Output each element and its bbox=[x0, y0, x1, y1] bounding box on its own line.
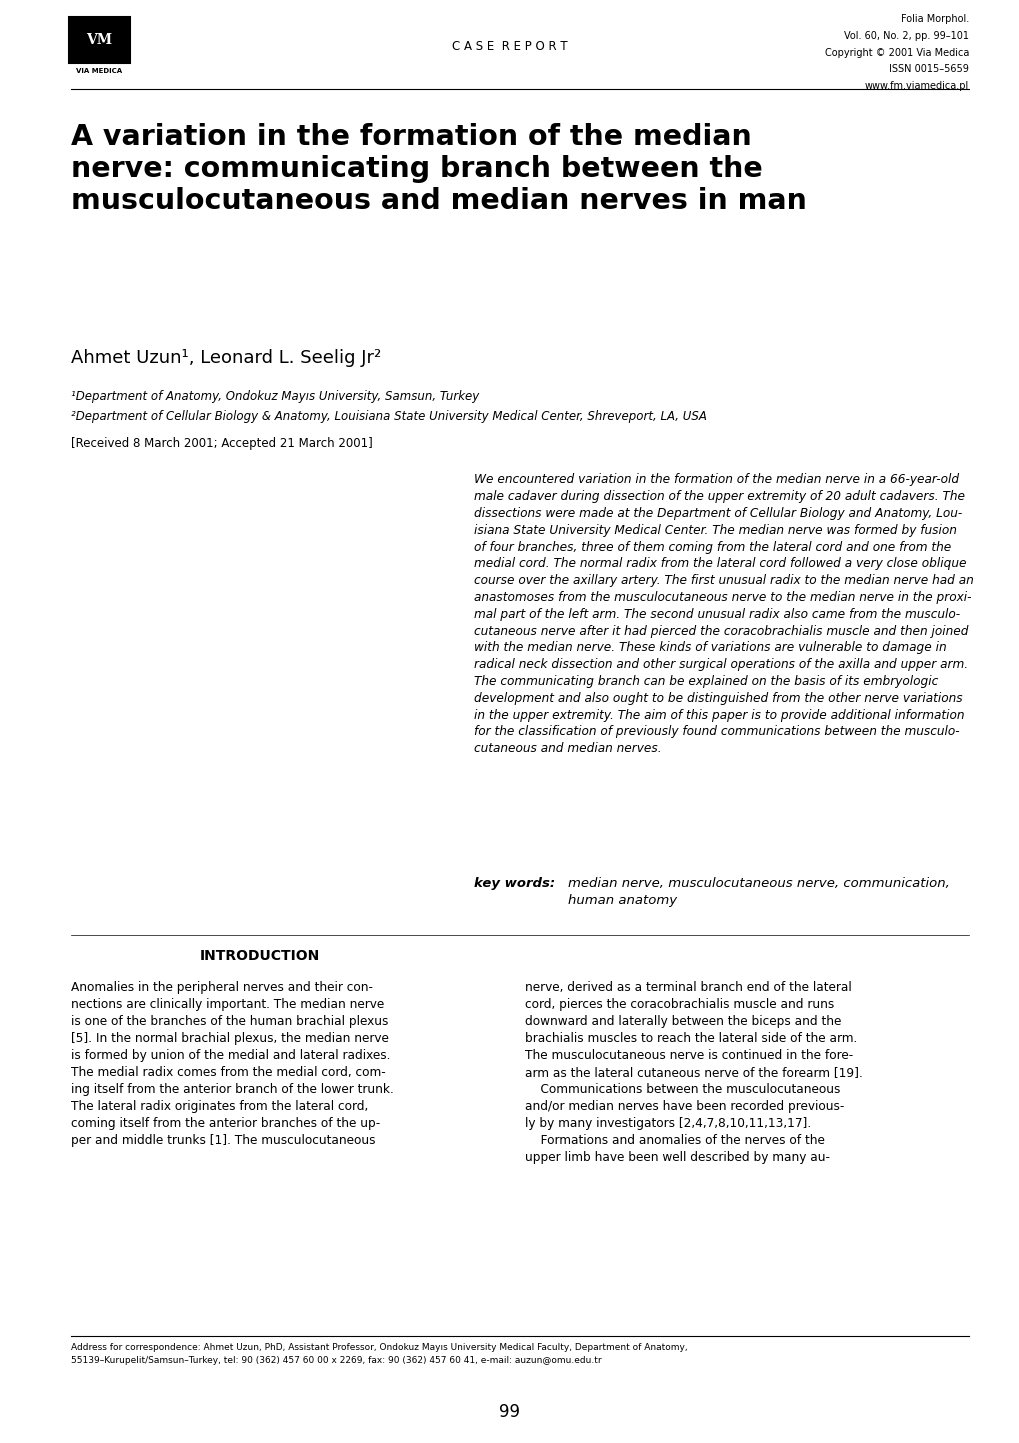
Text: VIA MEDICA: VIA MEDICA bbox=[76, 68, 122, 74]
Text: [Received 8 March 2001; Accepted 21 March 2001]: [Received 8 March 2001; Accepted 21 Marc… bbox=[71, 437, 373, 450]
Text: ²Department of Cellular Biology & Anatomy, Louisiana State University Medical Ce: ²Department of Cellular Biology & Anatom… bbox=[71, 410, 706, 423]
Text: We encountered variation in the formation of the median nerve in a 66-year-old
m: We encountered variation in the formatio… bbox=[474, 473, 973, 755]
Text: VM: VM bbox=[87, 33, 112, 48]
Text: Address for correspondence: Ahmet Uzun, PhD, Assistant Professor, Ondokuz Mayıs : Address for correspondence: Ahmet Uzun, … bbox=[71, 1343, 688, 1365]
Text: ¹Department of Anatomy, Ondokuz Mayıs University, Samsun, Turkey: ¹Department of Anatomy, Ondokuz Mayıs Un… bbox=[71, 390, 479, 403]
Text: A variation in the formation of the median
nerve: communicating branch between t: A variation in the formation of the medi… bbox=[71, 123, 806, 215]
Text: Ahmet Uzun¹, Leonard L. Seelig Jr²: Ahmet Uzun¹, Leonard L. Seelig Jr² bbox=[71, 349, 381, 367]
Text: Copyright © 2001 Via Medica: Copyright © 2001 Via Medica bbox=[823, 48, 968, 58]
Text: 99: 99 bbox=[499, 1403, 520, 1420]
FancyBboxPatch shape bbox=[69, 17, 129, 63]
Text: Vol. 60, No. 2, pp. 99–101: Vol. 60, No. 2, pp. 99–101 bbox=[843, 30, 968, 40]
Text: Folia Morphol.: Folia Morphol. bbox=[900, 14, 968, 25]
Text: Anomalies in the peripheral nerves and their con-
nections are clinically import: Anomalies in the peripheral nerves and t… bbox=[71, 981, 393, 1147]
Text: nerve, derived as a terminal branch end of the lateral
cord, pierces the coracob: nerve, derived as a terminal branch end … bbox=[525, 981, 862, 1165]
Text: ISSN 0015–5659: ISSN 0015–5659 bbox=[889, 65, 968, 74]
Text: C A S E  R E P O R T: C A S E R E P O R T bbox=[451, 39, 568, 53]
Text: www.fm.viamedica.pl: www.fm.viamedica.pl bbox=[864, 81, 968, 91]
Text: INTRODUCTION: INTRODUCTION bbox=[200, 949, 320, 964]
Text: median nerve, musculocutaneous nerve, communication,
human anatomy: median nerve, musculocutaneous nerve, co… bbox=[568, 877, 949, 908]
Text: key words:: key words: bbox=[474, 877, 559, 890]
